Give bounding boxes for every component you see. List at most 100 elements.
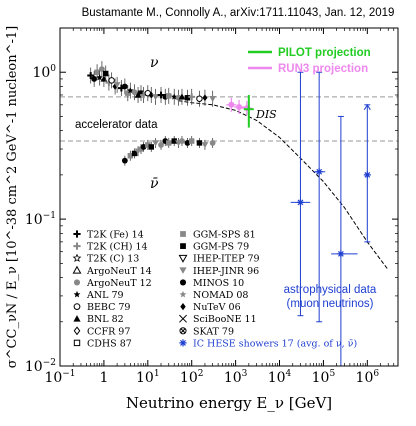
data-point xyxy=(96,74,103,81)
dis-curve-line xyxy=(178,100,389,271)
data-point xyxy=(113,82,121,89)
legend-label: T2K (Fe) 14 xyxy=(87,230,144,241)
legend-item: CDHS 87 xyxy=(73,338,132,349)
chart-title: Bustamante M., Connolly A., arXiv:1711.1… xyxy=(82,7,395,19)
data-point xyxy=(91,76,98,82)
data-point xyxy=(99,66,105,72)
diamond-filled-icon xyxy=(180,303,186,311)
legend-label: CCFR 97 xyxy=(87,326,130,337)
data-point xyxy=(121,157,128,164)
y-tick-label: 10−2 xyxy=(25,358,56,375)
triangle-down-gray-icon xyxy=(179,267,187,274)
data-point xyxy=(166,140,172,146)
data-point xyxy=(102,70,109,77)
circle-cross-icon xyxy=(180,328,186,334)
circle-open-icon xyxy=(73,303,81,310)
triangle-filled-icon xyxy=(73,315,81,322)
data-points xyxy=(87,61,371,367)
nubar-label: ν̄ xyxy=(150,176,159,192)
star-open-icon xyxy=(72,253,82,262)
data-point xyxy=(188,93,196,101)
data-point xyxy=(209,140,216,146)
legend-label: IC HESE showers 17 (avg. of ν, ν̄) xyxy=(193,338,357,349)
data-point xyxy=(152,94,159,101)
data-point xyxy=(131,89,138,96)
projection-legend: PILOT projection RUN3 projection xyxy=(248,47,371,75)
legend-item: IHEP-ITEP 79 xyxy=(178,254,260,265)
series-3 xyxy=(243,94,254,128)
data-point xyxy=(166,93,172,99)
legend-label: SKAT 79 xyxy=(193,326,234,337)
star-filled-icon xyxy=(73,290,81,298)
hese-arrow xyxy=(363,103,371,111)
legend-item: NOMAD 08 xyxy=(179,290,248,301)
x-tick-label: 103 xyxy=(224,369,248,386)
legend-label: T2K (CH) 14 xyxy=(87,242,148,253)
data-point xyxy=(134,91,142,98)
legend-label: ArgoNeuT 14 xyxy=(86,266,152,277)
dis-label: DIS xyxy=(255,108,277,121)
legend-item: BNL 82 xyxy=(73,314,124,325)
legend-item: BEBC 79 xyxy=(73,302,130,313)
legend-item: IHEP-JINR 96 xyxy=(179,266,259,277)
legend-label: NuTeV 06 xyxy=(193,302,241,313)
data-point xyxy=(140,144,147,150)
legend-label: BEBC 79 xyxy=(87,302,130,313)
legend-item: ArgoNeuT 14 xyxy=(72,265,152,277)
legend-label: IHEP-ITEP 79 xyxy=(193,254,260,265)
y-axis-label: σ^CC_νN / E_ν [10^-38 cm^2 GeV^-1 nucleo… xyxy=(5,26,20,368)
data-point xyxy=(158,142,164,148)
plus-bold-icon xyxy=(73,230,81,238)
legend-label: GGM-SPS 81 xyxy=(193,230,256,241)
series-1 xyxy=(121,136,216,166)
legend-label: IHEP-JINR 96 xyxy=(193,266,259,277)
x-tick-label: 1 xyxy=(99,370,108,386)
nu-label: ν xyxy=(150,55,159,71)
star-gray-icon xyxy=(179,290,187,298)
legend-item: GGM-PS 79 xyxy=(180,242,249,253)
legend-label: BNL 82 xyxy=(87,314,124,325)
legend-item: ANL 79 xyxy=(73,290,124,301)
legend-item: IC HESE showers 17 (avg. of ν, ν̄) xyxy=(179,338,357,349)
legend-label: GGM-PS 79 xyxy=(193,242,249,253)
x-tick-label: 105 xyxy=(312,369,336,386)
data-point xyxy=(188,138,195,144)
data-point xyxy=(121,83,128,90)
circle-filled-icon xyxy=(179,279,187,286)
triangle-down-open-icon xyxy=(178,254,188,263)
legend-label: ArgoNeuT 12 xyxy=(86,278,152,289)
hese-point xyxy=(296,198,304,206)
run3-point xyxy=(228,101,235,108)
square-open-icon xyxy=(73,339,81,347)
accelerator-data-label: accelerator data xyxy=(75,119,158,131)
projection-label: PILOT projection xyxy=(278,47,371,59)
data-point xyxy=(87,72,95,79)
series-4 xyxy=(290,71,371,367)
data-point xyxy=(184,95,191,101)
legend-item: MINOS 10 xyxy=(179,278,244,289)
legend-item: NuTeV 06 xyxy=(180,302,241,313)
circle-gray-icon xyxy=(73,279,81,286)
data-point xyxy=(201,142,209,149)
legend-item: SKAT 79 xyxy=(179,326,234,337)
x-tick-label: 106 xyxy=(356,369,380,386)
x-tick-label: 102 xyxy=(180,369,204,386)
data-point xyxy=(145,142,151,148)
x-tick-label: 10−1 xyxy=(44,369,75,386)
data-point xyxy=(184,140,191,146)
hese-point xyxy=(337,250,345,258)
data-point xyxy=(138,90,144,96)
x-tick-label: 101 xyxy=(136,369,160,386)
data-point xyxy=(125,90,131,96)
legend-label: NOMAD 08 xyxy=(193,290,248,301)
legend-item: T2K (Fe) 14 xyxy=(73,230,144,241)
asterisk-blue-icon xyxy=(179,339,187,347)
legend-label: MINOS 10 xyxy=(193,278,244,289)
data-point xyxy=(148,91,154,99)
diamond-open-icon xyxy=(73,326,81,336)
data-point xyxy=(152,140,159,147)
legend-item: T2K (C) 13 xyxy=(72,253,139,265)
data-point xyxy=(171,93,178,100)
x-tick-label: 104 xyxy=(268,369,292,386)
